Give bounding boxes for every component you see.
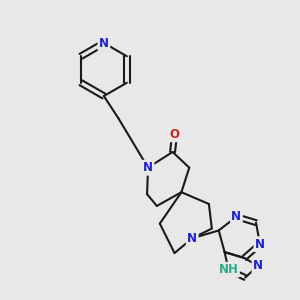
Text: N: N: [255, 238, 265, 251]
Text: N: N: [187, 232, 197, 245]
Text: N: N: [253, 259, 263, 272]
Text: N: N: [99, 37, 109, 50]
Text: N: N: [143, 161, 153, 174]
Text: N: N: [231, 210, 242, 223]
Text: NH: NH: [219, 263, 238, 276]
Text: O: O: [169, 128, 179, 141]
